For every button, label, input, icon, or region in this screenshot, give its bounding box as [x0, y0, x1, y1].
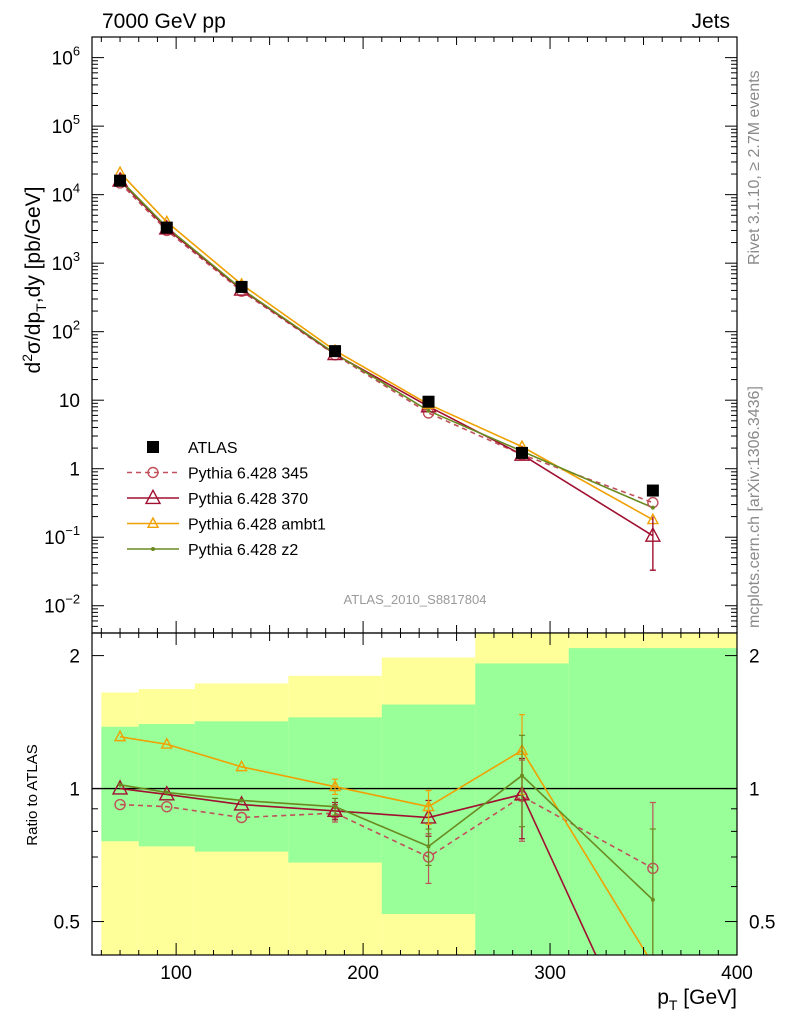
- collision-energy-label: 7000 GeV pp: [102, 10, 226, 33]
- main-y-tick-label: 1: [69, 460, 80, 481]
- ratio-y-tick-label-right: 0.5: [749, 913, 775, 934]
- ratio-point: [160, 737, 173, 749]
- main-y-tick-label: 106: [52, 44, 80, 70]
- ratio-point: [233, 795, 250, 811]
- series-line: [119, 180, 654, 537]
- ratio-series-line: [120, 795, 654, 869]
- ratio-point: [113, 729, 127, 742]
- legend-label: Pythia 6.428 ambt1: [188, 517, 326, 534]
- x-tick-label: 400: [721, 963, 753, 984]
- ratio-point: [164, 790, 169, 795]
- x-tick-label: 300: [534, 963, 566, 984]
- legend-marker: [146, 516, 160, 529]
- legend-marker: [147, 441, 159, 453]
- atlas-point: [329, 345, 342, 358]
- ratio-point: [235, 811, 248, 824]
- main-y-tick-label: 105: [52, 112, 80, 138]
- main-y-tick-label: 10−1: [44, 523, 80, 549]
- ratio-data: [92, 633, 737, 955]
- ratio-point: [422, 799, 435, 812]
- ratio-point: [239, 798, 244, 803]
- ratio-point: [111, 779, 129, 795]
- ratio-point: [650, 897, 655, 902]
- legend-marker: [151, 547, 155, 551]
- ratio-point: [114, 798, 126, 811]
- main-data: [111, 165, 662, 571]
- ratio-point: [426, 844, 431, 849]
- legend-label: ATLAS: [188, 440, 238, 457]
- legend-label: Pythia 6.428 z2: [188, 542, 298, 559]
- atlas-point: [160, 221, 173, 234]
- ratio-point: [235, 759, 248, 772]
- atlas-point: [235, 280, 248, 293]
- main-y-tick-label: 10: [59, 391, 80, 412]
- atlas-point: [114, 174, 127, 187]
- ratio-y-tick-label-left: 1: [69, 780, 80, 801]
- atlas-point: [516, 446, 528, 459]
- ratio-point: [328, 779, 342, 792]
- x-tick-label: 200: [347, 963, 379, 984]
- legend-marker: [147, 466, 159, 479]
- uncertainty-band-inner: [194, 721, 289, 852]
- main-y-tick-label: 104: [52, 181, 80, 207]
- rivet-version-label: Rivet 3.1.10, ≥ 2.7M events: [746, 70, 763, 265]
- ratio-point: [161, 800, 173, 813]
- atlas-point: [422, 395, 435, 408]
- main-y-axis-label: d2σ/dpT,dy [pb/GeV]: [19, 187, 49, 374]
- legend-label: Pythia 6.428 345: [188, 466, 308, 483]
- uncertainty-band-inner: [138, 724, 195, 847]
- observable-label: Jets: [691, 10, 730, 33]
- ratio-point: [520, 773, 524, 778]
- series-point: [426, 408, 431, 413]
- ratio-frame: [91, 632, 738, 956]
- ratio-y-tick-label-right: 2: [749, 647, 760, 668]
- ratio-point: [326, 801, 344, 818]
- x-tick-label: 100: [160, 963, 192, 984]
- ratio-y-tick-label-left: 0.5: [54, 913, 80, 934]
- ratio-point: [333, 804, 338, 809]
- series-line: [119, 179, 654, 509]
- x-axis-label: pT [GeV]: [657, 986, 737, 1013]
- analysis-reference-label: ATLAS_2010_S8817804: [344, 592, 487, 607]
- ratio-y-tick-label-right: 1: [749, 780, 760, 801]
- main-y-tick-label: 103: [52, 249, 80, 275]
- mcplots-label: mcplots.cern.ch [arXiv:1306.3436]: [746, 386, 763, 628]
- legend-label: Pythia 6.428 370: [188, 491, 308, 508]
- series-point: [650, 505, 655, 510]
- ratio-y-axis-label: Ratio to ATLAS: [24, 744, 41, 845]
- legend: ATLAS Pythia 6.428 345 Pythia 6.428 370 Pyt…: [127, 440, 326, 559]
- ratio-plot: 2 2 1 1 0.5 0.5 100 200 300 400: [54, 632, 775, 984]
- ratio-y-tick-label-left: 2: [69, 647, 80, 668]
- ratio-point: [118, 782, 123, 787]
- atlas-point: [646, 484, 659, 497]
- main-y-tick-label: 102: [52, 318, 80, 344]
- main-y-tick-label: 10−2: [44, 592, 80, 618]
- legend-marker: [144, 488, 162, 505]
